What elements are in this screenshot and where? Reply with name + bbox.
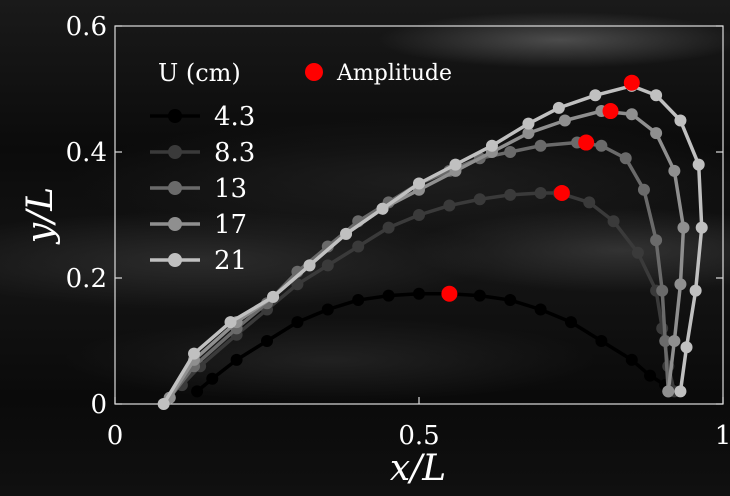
data-point bbox=[267, 290, 280, 303]
data-point bbox=[583, 196, 596, 209]
data-point bbox=[656, 284, 669, 297]
legend: U (cm) 4.3 8.3 13 17 21 bbox=[150, 59, 255, 276]
data-point bbox=[534, 303, 547, 316]
data-point bbox=[340, 227, 353, 240]
legend-marker bbox=[168, 109, 182, 123]
data-point bbox=[382, 289, 395, 302]
amplitude-marker bbox=[441, 285, 458, 302]
data-point bbox=[291, 316, 304, 329]
data-point bbox=[473, 289, 486, 302]
data-point bbox=[321, 240, 334, 253]
data-point bbox=[650, 234, 663, 247]
legend-title: U (cm) bbox=[158, 59, 241, 87]
data-point bbox=[625, 353, 638, 366]
data-point bbox=[689, 284, 702, 297]
data-point bbox=[695, 221, 708, 234]
data-point bbox=[674, 278, 687, 291]
amplitude-legend-label: Amplitude bbox=[336, 61, 452, 86]
legend-label: 13 bbox=[214, 174, 247, 204]
data-point bbox=[692, 158, 705, 171]
data-point bbox=[625, 108, 638, 121]
data-point bbox=[352, 294, 365, 307]
data-point bbox=[321, 259, 334, 272]
data-point bbox=[552, 101, 565, 114]
legend-label: 17 bbox=[214, 210, 247, 240]
data-point bbox=[291, 278, 304, 291]
data-point bbox=[650, 127, 663, 140]
legend-label: 8.3 bbox=[214, 138, 255, 168]
data-point bbox=[619, 152, 632, 165]
y-axis-label: y/L bbox=[20, 187, 61, 245]
data-point bbox=[650, 89, 663, 102]
x-tick-label: 0 bbox=[107, 421, 124, 451]
data-point bbox=[595, 335, 608, 347]
data-point bbox=[637, 183, 650, 196]
data-point bbox=[413, 177, 425, 190]
data-point bbox=[352, 240, 365, 253]
data-point bbox=[668, 335, 681, 347]
data-point bbox=[674, 385, 687, 398]
data-point bbox=[504, 146, 517, 158]
y-tick-label: 0.6 bbox=[66, 12, 107, 42]
data-point bbox=[589, 89, 602, 102]
legend-label: 4.3 bbox=[214, 102, 255, 132]
y-tick-label: 0.4 bbox=[66, 138, 107, 168]
data-point bbox=[382, 221, 395, 234]
legend-marker bbox=[168, 145, 182, 159]
data-point bbox=[376, 202, 389, 215]
amplitude-legend-marker bbox=[305, 63, 323, 81]
data-point bbox=[522, 127, 535, 140]
data-point bbox=[659, 335, 672, 347]
data-point bbox=[413, 209, 425, 221]
series-21 bbox=[157, 79, 708, 410]
data-point bbox=[449, 158, 462, 171]
data-point bbox=[677, 221, 690, 234]
data-point bbox=[303, 259, 316, 272]
amplitude-marker bbox=[553, 184, 570, 201]
legend-marker bbox=[168, 181, 182, 195]
data-point bbox=[595, 139, 608, 152]
data-point bbox=[504, 188, 517, 201]
amplitude-marker bbox=[578, 134, 595, 151]
data-point bbox=[157, 398, 170, 410]
data-point bbox=[534, 186, 547, 199]
x-tick-label: 1 bbox=[715, 421, 730, 451]
data-point bbox=[504, 294, 517, 307]
data-point bbox=[674, 114, 687, 127]
x-axis-label: x/L bbox=[390, 448, 446, 489]
data-point bbox=[668, 164, 681, 177]
legend-label: 21 bbox=[214, 246, 247, 276]
y-tick-label: 0.2 bbox=[66, 264, 107, 294]
data-point bbox=[473, 193, 486, 206]
data-point bbox=[644, 369, 657, 382]
data-point bbox=[662, 385, 675, 398]
data-point bbox=[534, 139, 547, 152]
data-point bbox=[631, 246, 644, 259]
data-point bbox=[224, 316, 237, 329]
data-point bbox=[680, 341, 693, 354]
data-point bbox=[191, 385, 204, 398]
x-tick-label: 0.5 bbox=[398, 421, 439, 451]
data-point bbox=[188, 347, 201, 360]
data-point bbox=[321, 303, 334, 316]
data-point bbox=[485, 139, 498, 152]
data-point bbox=[413, 287, 425, 300]
data-point bbox=[206, 372, 219, 385]
data-point bbox=[565, 316, 577, 329]
amplitude-marker bbox=[623, 74, 640, 91]
data-point bbox=[261, 335, 273, 347]
legend-marker bbox=[168, 217, 182, 231]
data-point bbox=[443, 199, 456, 212]
amplitude-marker bbox=[602, 103, 619, 120]
data-point bbox=[607, 215, 620, 228]
data-point bbox=[522, 117, 535, 130]
legend-marker bbox=[168, 253, 182, 267]
y-tick-label: 0 bbox=[90, 390, 107, 420]
data-point bbox=[230, 353, 243, 366]
data-point bbox=[558, 114, 571, 127]
